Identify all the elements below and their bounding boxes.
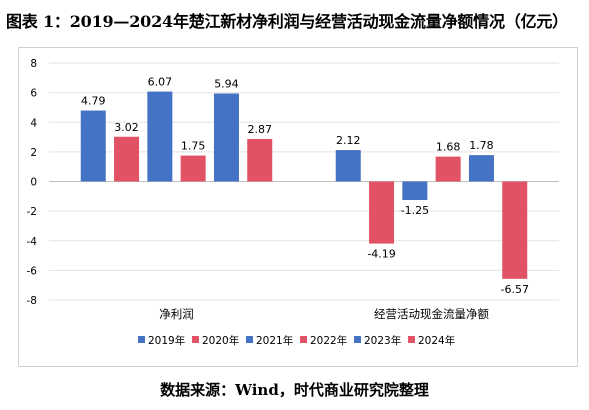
- legend-swatch: [192, 336, 199, 343]
- data-label: -6.57: [501, 283, 529, 296]
- bar: [502, 181, 528, 279]
- legend-swatch: [246, 336, 253, 343]
- category-label: 净利润: [159, 307, 194, 321]
- chart-title: 图表 1：2019—2024年楚江新材净利润与经营活动现金流量净额情况（亿元）: [6, 12, 568, 31]
- y-tick-label: 0: [30, 177, 37, 189]
- bar: [435, 156, 461, 182]
- y-tick-label: -8: [27, 295, 37, 307]
- data-label: 5.94: [214, 78, 239, 91]
- y-tick-label: 8: [30, 58, 37, 70]
- bar: [335, 150, 361, 182]
- data-label: 1.68: [436, 141, 461, 154]
- legend-label: 2021年: [256, 334, 293, 347]
- legend: 2019年 2020年 2021年 2022年 2023年 2024年: [138, 334, 455, 347]
- y-tick-label: -2: [27, 206, 37, 218]
- bar: [247, 138, 273, 182]
- x-axis-category-labels: 净利润 经营活动现金流量净额: [159, 307, 489, 321]
- y-tick-label: 6: [30, 88, 37, 100]
- legend-item: 2022年: [300, 334, 347, 347]
- data-label: 1.75: [181, 140, 206, 153]
- chart-panel: -8 -6 -4 -2 0 2 4 6 8 4.79 3.02 6.07 1.75 5.94 2.87 2.…: [18, 47, 578, 367]
- legend-item: 2024年: [408, 334, 455, 347]
- legend-item: 2021年: [246, 334, 293, 347]
- legend-item: 2023年: [354, 334, 401, 347]
- legend-item: 2020年: [192, 334, 239, 347]
- bar: [180, 155, 206, 182]
- bar: [80, 110, 106, 182]
- y-axis-tick-labels: -8 -6 -4 -2 0 2 4 6 8: [27, 58, 38, 307]
- y-tick-label: -6: [27, 265, 38, 277]
- data-label: 2.12: [336, 134, 361, 147]
- data-label: -1.25: [401, 204, 429, 217]
- bar: [147, 91, 173, 182]
- legend-swatch: [138, 336, 145, 343]
- y-tick-label: 4: [30, 117, 37, 129]
- data-labels: 4.79 3.02 6.07 1.75 5.94 2.87 2.12 -4.19 -1.25 1.…: [81, 76, 529, 296]
- category-label: 经营活动现金流量净额: [374, 307, 489, 321]
- legend-label: 2024年: [418, 334, 455, 347]
- legend-swatch: [300, 336, 307, 343]
- bar: [402, 181, 428, 201]
- bar-chart: -8 -6 -4 -2 0 2 4 6 8 4.79 3.02 6.07 1.75 5.94 2.87 2.…: [27, 58, 559, 347]
- legend-swatch: [354, 336, 361, 343]
- bar: [114, 136, 140, 182]
- bar: [468, 155, 494, 182]
- legend-label: 2019年: [148, 334, 185, 347]
- bar: [369, 181, 395, 244]
- data-label: -4.19: [367, 248, 395, 261]
- y-tick-label: -4: [27, 236, 38, 248]
- legend-item: 2019年: [138, 334, 185, 347]
- legend-label: 2020年: [202, 334, 239, 347]
- data-label: 2.87: [248, 123, 273, 136]
- data-label: 6.07: [148, 76, 173, 89]
- y-tick-label: 2: [30, 147, 37, 159]
- data-label: 1.78: [469, 139, 494, 152]
- source-note: 数据来源：Wind，时代商业研究院整理: [160, 381, 429, 399]
- data-label: 4.79: [81, 95, 106, 108]
- legend-label: 2022年: [310, 334, 347, 347]
- legend-label: 2023年: [364, 334, 401, 347]
- legend-swatch: [408, 336, 415, 343]
- data-label: 3.02: [114, 121, 139, 134]
- bar: [213, 93, 239, 182]
- bars: [80, 91, 528, 279]
